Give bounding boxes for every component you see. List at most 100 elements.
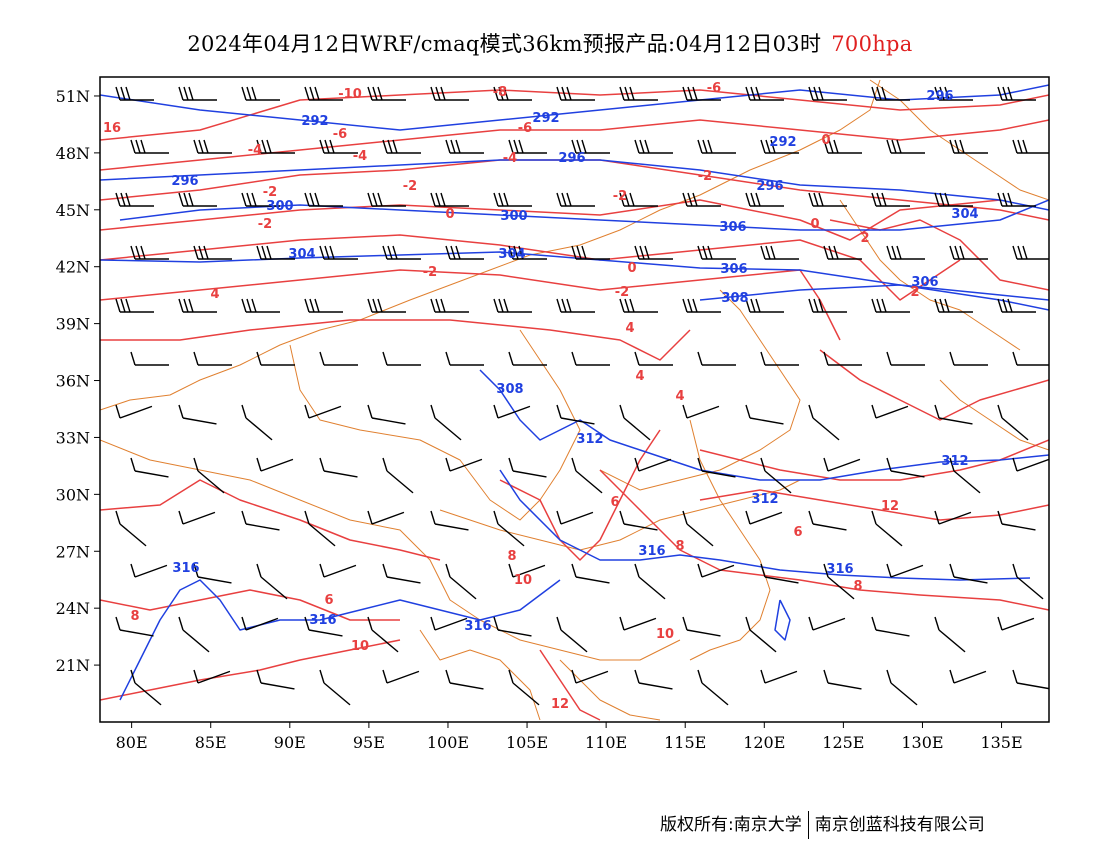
wind-barb [193, 139, 232, 154]
wind-barb [808, 192, 847, 207]
wind-barb [256, 669, 295, 690]
wind-barb [319, 563, 357, 578]
wind-barb [697, 139, 736, 154]
wind-barb [556, 192, 595, 207]
temperature-contour [100, 479, 441, 561]
wind-barb [934, 616, 966, 653]
wind-barb [193, 351, 232, 366]
temperature-label: 10 [656, 627, 674, 642]
lon-label: 130E [901, 733, 943, 752]
lon-label: 80E [116, 733, 148, 752]
theta-label: 296 [756, 179, 783, 194]
wind-barb [997, 510, 1036, 531]
wind-barb [130, 139, 169, 154]
wind-barb [115, 192, 154, 207]
wind-barb [382, 139, 421, 154]
wind-barb [367, 192, 406, 207]
temperature-label: -4 [248, 143, 262, 158]
temperature-contour [100, 89, 1049, 141]
wind-barb [682, 404, 720, 419]
temperature-label: 0 [445, 207, 454, 222]
wind-barb [430, 298, 469, 313]
wind-barb [619, 298, 658, 313]
wind-barb [508, 245, 547, 260]
wind-barb [934, 192, 973, 207]
theta-label: 316 [464, 619, 491, 634]
lon-label: 90E [274, 733, 306, 752]
wind-barb [241, 510, 280, 531]
temperature-contour [499, 429, 661, 561]
wind-barb [115, 510, 147, 547]
wind-barb [571, 563, 610, 584]
temperature-contour [100, 639, 401, 701]
wind-barb [256, 563, 288, 600]
wind-barb [1012, 563, 1044, 600]
lon-label: 100E [427, 733, 469, 752]
wind-barb-layer [115, 86, 1049, 706]
wind-barb [760, 139, 799, 154]
theta-label: 304 [288, 247, 315, 262]
temperature-label: -6 [707, 81, 721, 96]
temperature-contour [819, 349, 1049, 421]
theta-label: 312 [576, 432, 603, 447]
wind-barb [304, 298, 343, 313]
wind-barb [430, 404, 462, 441]
wind-barb [367, 510, 405, 525]
wind-barb [886, 351, 925, 366]
wind-barb [304, 404, 342, 419]
wind-barb [619, 404, 651, 441]
boundary-line [599, 289, 801, 491]
wind-barb [115, 298, 154, 313]
theta-label: 304 [951, 207, 978, 222]
lat-label: 30N [56, 485, 90, 504]
wind-barb [382, 351, 421, 366]
theta-label: 296 [558, 151, 585, 166]
wind-barb [634, 457, 672, 472]
wind-barb [745, 616, 777, 653]
wind-barb [556, 616, 588, 653]
temperature-label: 8 [507, 549, 516, 564]
wind-barb [634, 669, 673, 690]
wind-barb [115, 616, 154, 637]
temperature-label: 8 [130, 609, 139, 624]
wind-barb [382, 563, 421, 584]
boundary-line [689, 419, 771, 661]
wind-barb [571, 669, 609, 684]
wind-barb [745, 404, 784, 425]
wind-barb [493, 404, 531, 419]
wind-barb [682, 510, 714, 547]
theta-label: 306 [720, 262, 747, 277]
temperature-label: 8 [853, 579, 862, 594]
wind-barb [934, 404, 973, 425]
theta-label: 296 [171, 174, 198, 189]
map-frame [99, 76, 1050, 723]
wind-barb [319, 457, 358, 478]
wind-barb [934, 298, 973, 313]
wind-barb [823, 457, 861, 472]
wind-barb [682, 86, 721, 101]
wind-barb [304, 86, 343, 101]
temperature-contour [100, 234, 961, 301]
wind-barb [256, 457, 294, 472]
wind-barb [178, 298, 217, 313]
lon-label: 120E [743, 733, 785, 752]
wind-barb [886, 245, 925, 260]
lat-label: 27N [56, 542, 90, 561]
wind-barb [493, 510, 525, 547]
wind-barb [241, 404, 273, 441]
wind-barb [697, 669, 729, 706]
wind-barb [634, 245, 673, 260]
theta-label: 306 [911, 275, 938, 290]
wind-barb [871, 404, 909, 419]
theta-contour [774, 599, 791, 641]
temperature-label: 6 [610, 495, 619, 510]
wind-barb [130, 669, 162, 706]
wind-barb [241, 192, 280, 207]
wind-barb [997, 298, 1036, 313]
wind-barb [493, 86, 532, 101]
wind-barb [634, 139, 673, 154]
wind-barb [682, 192, 721, 207]
wind-barb [256, 351, 295, 366]
lat-label: 21N [56, 656, 90, 675]
temperature-label: 16 [103, 121, 121, 136]
